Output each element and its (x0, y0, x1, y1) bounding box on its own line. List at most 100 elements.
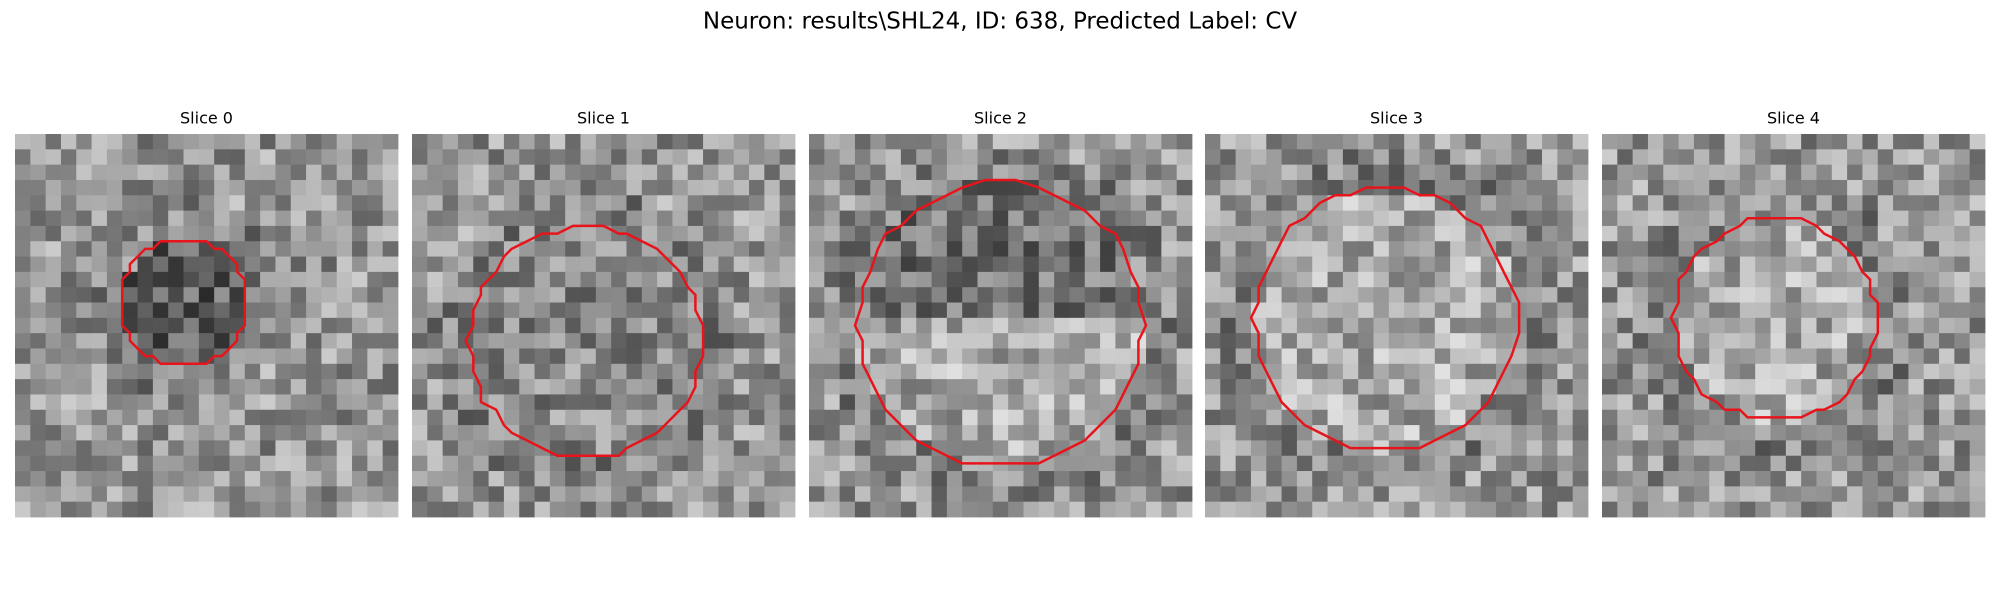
pixel (1054, 486, 1070, 503)
pixel (1877, 440, 1894, 457)
pixel (1693, 363, 1710, 380)
pixel (1877, 348, 1894, 365)
pixel (916, 271, 932, 288)
pixel (1342, 256, 1359, 273)
pixel (1434, 471, 1451, 487)
pixel (1342, 486, 1359, 503)
pixel (824, 501, 841, 518)
pixel (1069, 164, 1086, 181)
pixel (1312, 302, 1328, 319)
pixel (60, 225, 77, 242)
pixel (367, 179, 384, 196)
pixel (611, 363, 627, 380)
pixel (703, 363, 719, 380)
pixel (1100, 241, 1116, 257)
pixel (1480, 195, 1497, 211)
pixel (1602, 195, 1618, 211)
pixel (824, 409, 841, 426)
pixel (839, 486, 856, 503)
pixel (1266, 394, 1282, 411)
pixel (1266, 302, 1282, 319)
pixel (1130, 256, 1147, 273)
pixel (1678, 210, 1695, 227)
pixel (260, 455, 276, 472)
pixel (1130, 425, 1147, 441)
pixel (534, 210, 551, 227)
pixel (626, 379, 643, 395)
panel-title: Slice 1 (577, 109, 630, 128)
pixel (1069, 134, 1086, 150)
pixel (549, 440, 566, 457)
pixel (1084, 302, 1101, 319)
pixel (152, 425, 169, 441)
pixel (1008, 379, 1024, 395)
pixel (106, 501, 123, 518)
pixel (352, 164, 368, 181)
pixel (824, 225, 841, 242)
pixel (290, 440, 307, 457)
pixel (1755, 149, 1771, 166)
pixel (733, 394, 750, 411)
pixel (1862, 134, 1879, 150)
pixel (1419, 455, 1436, 472)
pixel (1358, 134, 1374, 150)
pixel (1130, 241, 1147, 257)
pixel (687, 164, 704, 181)
pixel (412, 164, 428, 181)
pixel (1847, 409, 1863, 426)
pixel (503, 486, 520, 503)
pixel (839, 287, 856, 303)
pixel (1161, 348, 1178, 365)
pixel (45, 486, 62, 503)
pixel (992, 333, 1009, 349)
pixel (824, 394, 841, 411)
pixel (1511, 425, 1528, 441)
pixel (1923, 287, 1940, 303)
pixel (412, 271, 428, 288)
pixel (1342, 302, 1359, 319)
pixel (657, 256, 673, 273)
pixel (1388, 379, 1405, 395)
pixel (1632, 409, 1649, 426)
pixel (306, 317, 322, 334)
pixel (595, 271, 612, 288)
pixel (1038, 317, 1055, 334)
pixel (442, 179, 459, 196)
pixel (1496, 471, 1512, 487)
pixel (1511, 440, 1528, 457)
pixel (764, 287, 781, 303)
pixel (1342, 455, 1359, 472)
pixel (1939, 164, 1955, 181)
pixel (214, 471, 230, 487)
pixel (1176, 164, 1193, 181)
pixel (260, 317, 276, 334)
pixel (595, 256, 612, 273)
pixel (977, 225, 994, 242)
pixel (1130, 164, 1147, 181)
pixel (473, 486, 489, 503)
pixel (321, 394, 338, 411)
pixel (1877, 287, 1894, 303)
pixel (15, 149, 31, 166)
pixel (1465, 287, 1482, 303)
pixel (306, 134, 322, 150)
pixel (106, 271, 123, 288)
pixel (352, 210, 368, 227)
pixel (229, 134, 246, 150)
pixel (1084, 348, 1101, 365)
pixel (244, 333, 261, 349)
pixel (626, 195, 643, 211)
pixel (672, 501, 689, 518)
pixel (1572, 394, 1589, 411)
pixel (91, 425, 108, 441)
pixel (1130, 394, 1147, 411)
pixel (336, 179, 353, 196)
pixel (1678, 287, 1695, 303)
pixel (565, 210, 581, 227)
pixel (30, 134, 47, 150)
pixel (580, 363, 597, 380)
pixel (1434, 501, 1451, 518)
pixel (137, 210, 154, 227)
pixel (457, 440, 474, 457)
